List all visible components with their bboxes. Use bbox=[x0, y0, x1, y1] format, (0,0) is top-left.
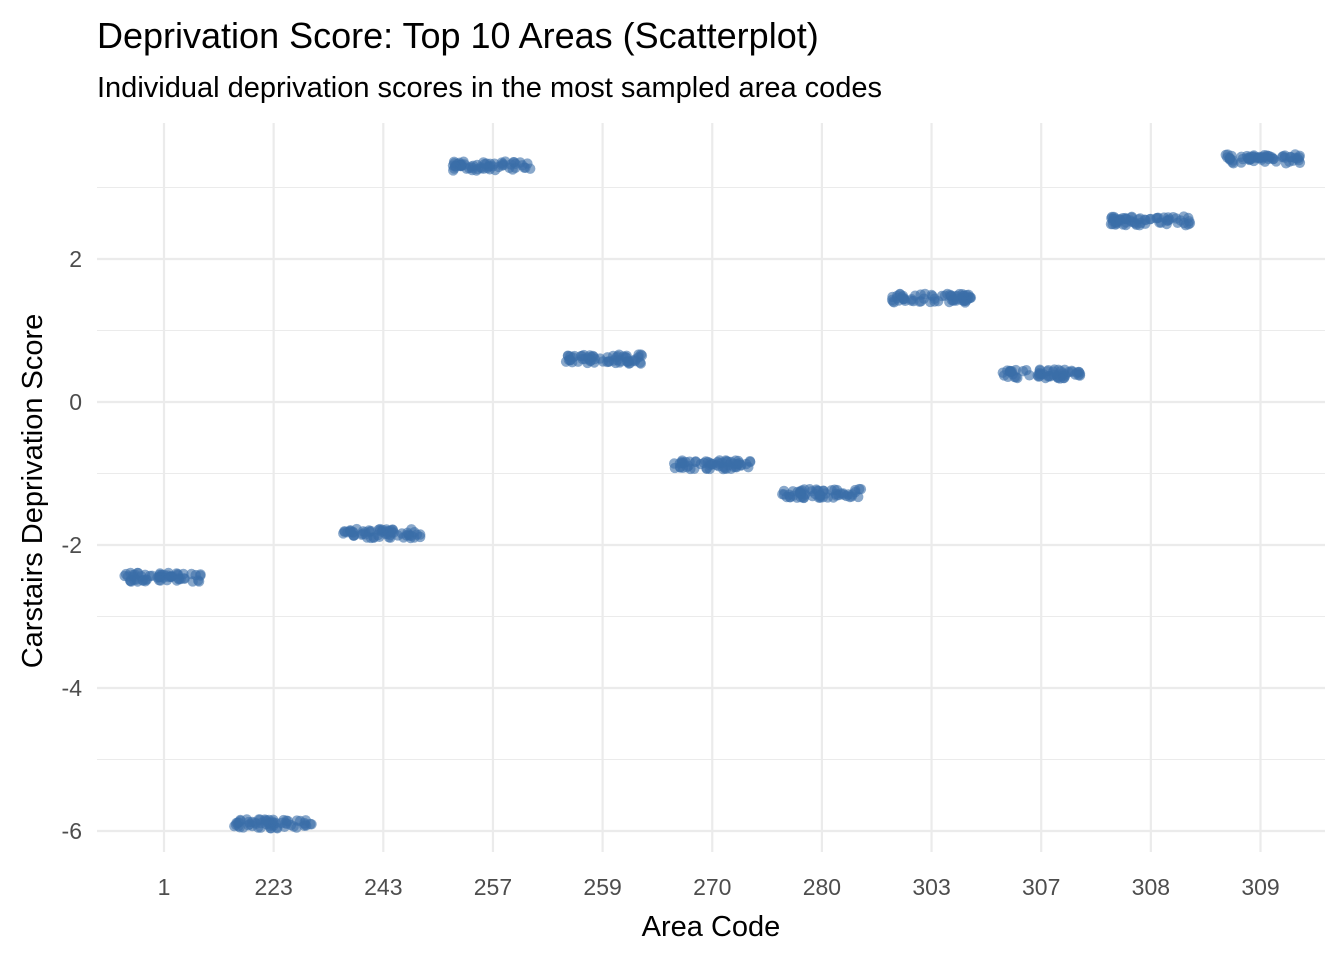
data-point-area-257 bbox=[515, 157, 526, 168]
data-point-area-303 bbox=[949, 291, 961, 302]
data-point-area-259 bbox=[567, 357, 578, 368]
data-point-area-259 bbox=[589, 357, 600, 368]
data-point-area-308 bbox=[1140, 218, 1151, 229]
data-point-area-243 bbox=[372, 529, 384, 541]
data-point-area-270 bbox=[674, 458, 686, 469]
x-tick-label: 259 bbox=[583, 874, 621, 900]
data-point-area-303 bbox=[915, 296, 927, 307]
data-point-area-1 bbox=[171, 575, 182, 586]
data-point-area-259 bbox=[578, 349, 589, 361]
x-tick-label: 223 bbox=[254, 874, 292, 900]
data-point-area-309 bbox=[1266, 152, 1278, 163]
data-point-area-257 bbox=[468, 160, 479, 171]
data-point-area-270 bbox=[725, 463, 737, 474]
data-point-area-280 bbox=[855, 484, 867, 495]
y-tick-label: 2 bbox=[69, 246, 82, 272]
data-point-area-1 bbox=[186, 568, 197, 580]
data-point-area-257 bbox=[478, 157, 489, 168]
chart-subtitle: Individual deprivation scores in the mos… bbox=[97, 72, 882, 104]
data-point-area-308 bbox=[1126, 211, 1138, 222]
data-point-area-280 bbox=[804, 484, 815, 495]
data-point-area-223 bbox=[276, 817, 287, 829]
data-point-area-280 bbox=[838, 489, 849, 500]
data-point-area-307 bbox=[1040, 372, 1051, 384]
data-point-area-270 bbox=[730, 455, 741, 466]
data-point-area-270 bbox=[743, 462, 754, 473]
data-point-area-257 bbox=[496, 157, 507, 168]
x-axis-title: Area Code bbox=[642, 911, 781, 943]
data-point-area-280 bbox=[813, 492, 824, 503]
data-point-area-243 bbox=[406, 530, 417, 541]
chart-title: Deprivation Score: Top 10 Areas (Scatter… bbox=[97, 15, 819, 56]
data-point-area-280 bbox=[795, 492, 806, 503]
y-tick-label: -6 bbox=[62, 818, 82, 844]
data-point-area-307 bbox=[1005, 366, 1016, 378]
data-point-area-1 bbox=[125, 567, 136, 579]
data-point-area-280 bbox=[777, 489, 788, 500]
data-point-area-309 bbox=[1245, 154, 1256, 165]
data-point-area-307 bbox=[1024, 370, 1035, 381]
x-tick-label: 270 bbox=[693, 874, 731, 900]
data-point-area-259 bbox=[635, 349, 647, 360]
data-point-area-308 bbox=[1172, 217, 1183, 228]
data-point-area-303 bbox=[908, 295, 919, 307]
data-point-area-303 bbox=[936, 290, 948, 302]
x-tick-label: 303 bbox=[912, 874, 950, 900]
data-point-area-303 bbox=[926, 289, 937, 301]
data-point-area-243 bbox=[362, 532, 373, 543]
data-point-area-1 bbox=[161, 575, 173, 586]
data-point-area-303 bbox=[897, 292, 908, 303]
data-point-area-303 bbox=[887, 296, 899, 307]
data-point-area-308 bbox=[1155, 217, 1167, 228]
data-point-area-309 bbox=[1224, 154, 1236, 165]
x-tick-label: 1 bbox=[158, 874, 171, 900]
x-tick-label: 308 bbox=[1132, 874, 1170, 900]
data-point-area-259 bbox=[635, 358, 646, 369]
data-point-area-308 bbox=[1114, 215, 1126, 226]
data-point-area-243 bbox=[415, 531, 426, 543]
data-point-area-308 bbox=[1183, 219, 1194, 230]
data-point-area-270 bbox=[716, 457, 728, 468]
data-point-area-257 bbox=[504, 162, 515, 173]
data-point-area-309 bbox=[1294, 150, 1305, 161]
data-point-area-307 bbox=[1054, 373, 1066, 384]
data-point-area-280 bbox=[829, 484, 840, 495]
data-point-area-303 bbox=[957, 290, 969, 302]
data-point-area-270 bbox=[704, 457, 716, 469]
data-point-area-259 bbox=[610, 357, 621, 369]
data-points bbox=[119, 149, 1306, 834]
x-tick-label: 309 bbox=[1241, 874, 1279, 900]
x-tick-label: 257 bbox=[474, 874, 512, 900]
data-point-area-307 bbox=[1070, 369, 1081, 380]
data-point-area-309 bbox=[1285, 151, 1296, 163]
data-point-area-223 bbox=[259, 814, 271, 825]
data-point-area-280 bbox=[822, 492, 833, 503]
data-point-area-243 bbox=[339, 526, 350, 537]
y-tick-label: 0 bbox=[69, 389, 82, 415]
data-point-area-243 bbox=[347, 526, 359, 538]
data-point-area-259 bbox=[622, 356, 633, 367]
y-axis-title: Carstairs Deprivation Score bbox=[17, 314, 49, 669]
x-tick-label: 243 bbox=[364, 874, 402, 900]
grid bbox=[97, 123, 1325, 852]
data-point-area-257 bbox=[450, 161, 461, 172]
data-point-area-243 bbox=[392, 530, 403, 541]
data-point-area-223 bbox=[233, 820, 244, 832]
data-point-area-270 bbox=[690, 456, 701, 467]
data-point-area-223 bbox=[300, 815, 311, 826]
x-tick-label: 307 bbox=[1022, 874, 1060, 900]
x-tick-label: 280 bbox=[803, 874, 841, 900]
data-point-area-308 bbox=[1106, 211, 1118, 223]
axis-ticks: 2 0 -2 -4 -6 1 223 243 257 259 270 280 303 307 308 309 bbox=[62, 246, 1280, 900]
y-tick-label: -2 bbox=[62, 532, 82, 558]
y-tick-label: -4 bbox=[62, 675, 83, 701]
